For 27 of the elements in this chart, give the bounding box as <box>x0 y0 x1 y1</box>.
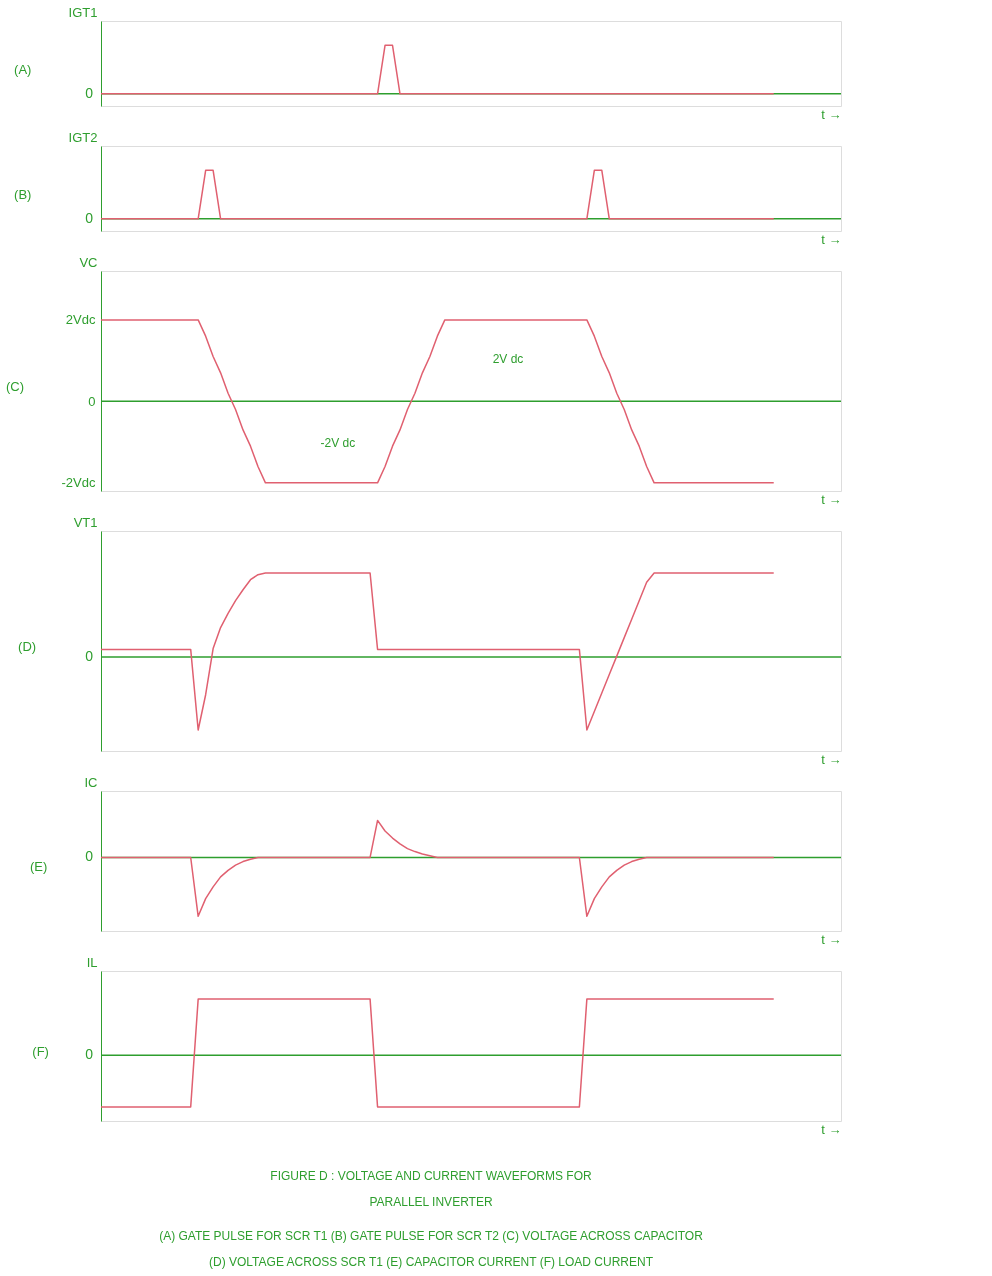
y-axis-title: IC <box>84 774 98 790</box>
y-tick-label: 0 <box>88 393 96 409</box>
annotation: -2V dc <box>320 435 356 450</box>
text: (D) <box>18 639 37 654</box>
x-axis-title: t → <box>821 1121 842 1137</box>
text: (C) <box>5 379 25 394</box>
y-tick-label: 2Vdc <box>65 312 96 328</box>
text: (A) <box>14 61 32 77</box>
y-axis-title: VC <box>79 254 98 270</box>
x-axis-title: t → <box>821 491 842 507</box>
y-axis-title: IGT1 <box>68 4 98 20</box>
x-axis-title: t → <box>821 106 842 122</box>
text: (E) <box>30 859 48 874</box>
y-tick-label: -2Vdc <box>61 475 96 491</box>
text: (A) GATE PULSE FOR SCR T1 (B) GATE PULSE FOR SCR T2 (C) VOLTAGE ACROSS CAPACITOR <box>159 1229 704 1243</box>
text: FIGURE D : VOLTAGE AND CURRENT WAVEFORMS FOR <box>270 1169 593 1183</box>
x-axis-title: t → <box>821 931 842 947</box>
x-axis-title: t → <box>821 231 842 247</box>
text: PARALLEL INVERTER <box>369 1195 493 1209</box>
annotation: 2V dc <box>492 352 524 366</box>
y-axis-title: IGT2 <box>68 129 98 145</box>
y-axis-title: VT1 <box>73 514 98 530</box>
text: (F) <box>32 1044 49 1059</box>
y-axis-title: IL <box>86 954 98 970</box>
text: (D) VOLTAGE ACROSS SCR T1 (E) CAPACITOR CURRENT (F) LOAD CURRENT <box>208 1255 654 1269</box>
x-axis-title: t → <box>821 751 842 767</box>
text: (B) <box>14 186 32 202</box>
